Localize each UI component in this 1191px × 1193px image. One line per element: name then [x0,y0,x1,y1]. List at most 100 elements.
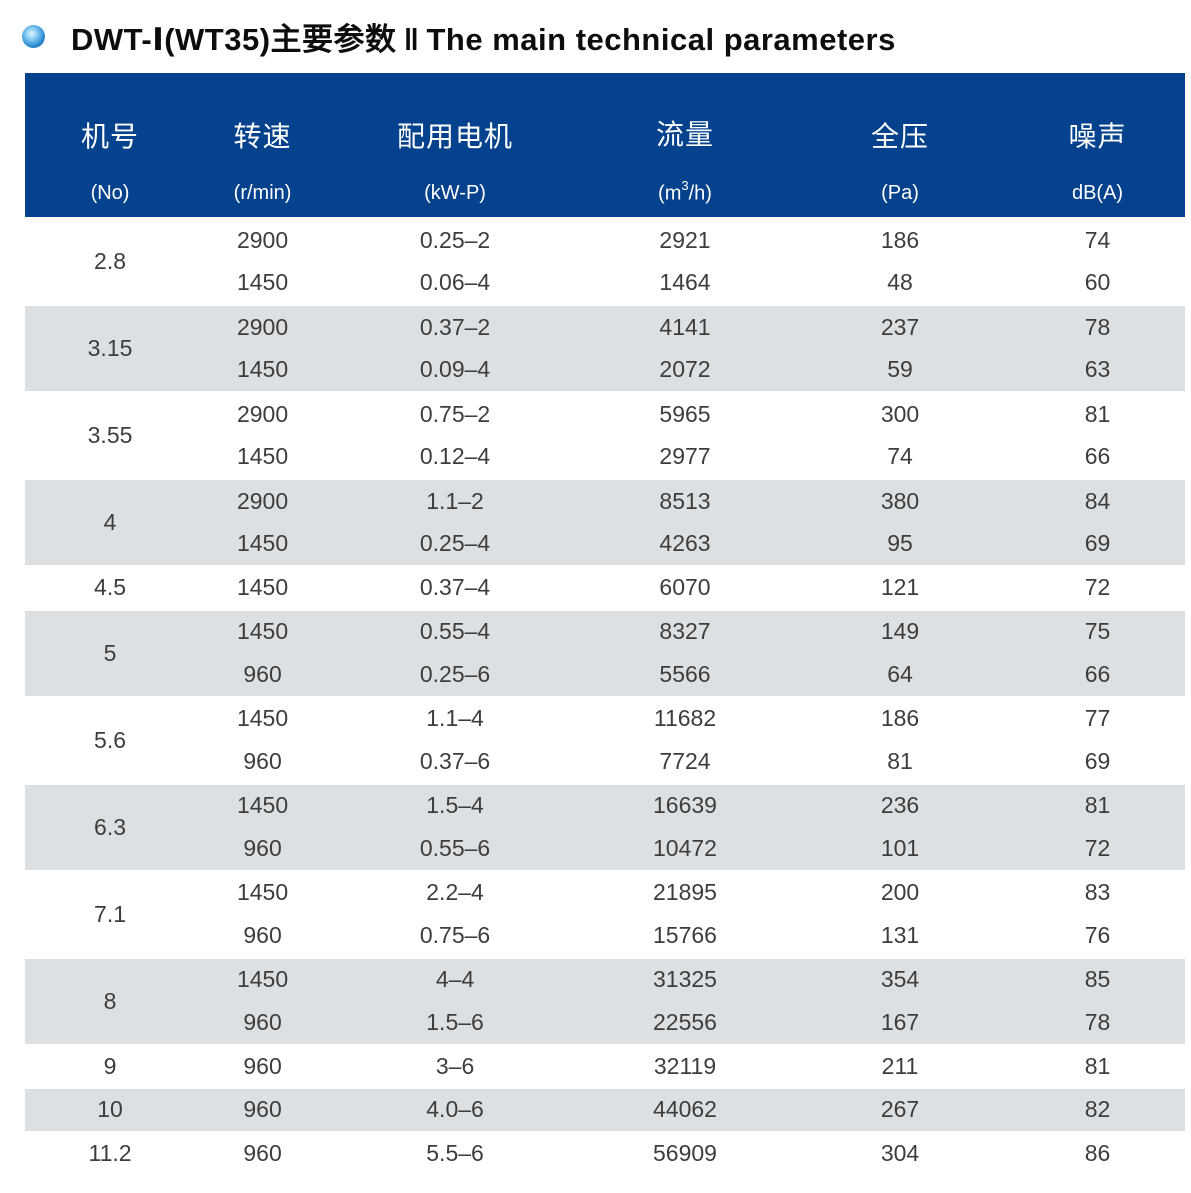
row-group-4-5: 4.5 1450 0.37–4 6070 121 72 [25,565,1185,610]
cell-speed: 1450 [195,956,331,1001]
cell-motor: 0.37–4 [330,565,581,610]
cell-noise: 84 [1010,478,1185,523]
column-header-flow: 流量 (m3/h) [580,73,790,218]
column-header-noise: 噪声 dB(A) [1010,73,1185,218]
cell-motor: 1.1–2 [330,478,581,523]
cell-flow: 1464 [659,269,711,296]
cell-motor: 1.1–4 [330,695,581,740]
cell-flow: 21895 [580,869,790,914]
machine-no: 11.2 [25,1130,196,1175]
column-header-no: 机号 (No) [25,73,196,218]
cell-speed: 1450 [236,443,289,470]
cell-pressure: 48 [887,269,913,296]
machine-no: 9 [25,1043,196,1088]
cell-flow: 7724 [659,747,711,774]
cell-pressure: 64 [789,653,1011,697]
cell-motor: 0.25–6 [330,653,581,697]
cell-pressure: 167 [789,1001,1011,1045]
table-row: 3.55 2900 0.75–2 5965 300 81 [25,391,1185,479]
cell-noise: 63 [1010,348,1185,392]
cell-speed: 2900 [195,217,331,262]
cell-noise: 69 [1084,747,1111,774]
cell-speed: 960 [195,1001,331,1045]
cell-motor: 1.5–6 [330,1001,581,1045]
cell-flow: 16639 [580,782,790,827]
cell-pressure: 81 [887,747,913,774]
cell-pressure: 236 [789,782,1011,827]
cell-speed: 960 [243,921,282,948]
cell-flow: 44062 [580,1087,790,1132]
table-row: 6.3 1450 1.5–4 16639 236 81 [25,782,1185,871]
table-row: 4 2900 1.1–2 8513 380 84 [25,478,1185,566]
page-title: DWT-Ⅰ(WT35)主要参数 ‖ The main technical param… [22,12,896,60]
table-row: 1450 0.12–4 2977 74 66 [25,436,1185,480]
cell-speed: 960 [195,653,331,697]
table-row: 10 960 4.0–6 44062 267 82 [25,1087,1185,1132]
cell-speed: 2900 [195,391,331,436]
cell-flow: 32119 [580,1043,790,1088]
cell-pressure: 149 [789,608,1011,653]
table-row: 7.1 1450 2.2–4 21895 200 83 [25,869,1185,958]
cell-speed: 960 [195,1043,331,1088]
row-group-5: 5 1450 0.55–4 8327 149 75 960 0.25–6 556… [25,608,1185,697]
cell-noise: 86 [1010,1130,1185,1175]
cell-noise: 81 [1010,391,1185,436]
cell-pressure: 95 [789,522,1011,566]
table-row: 2.8 2900 0.25–2 2921 186 74 [25,217,1185,305]
table-header: 机号 (No) 转速 (r/min) 配用电机 (kW-P) 流量 (m3/h)… [25,73,1185,218]
table-row: 960 1.5–6 22556 167 78 [25,1001,1185,1045]
machine-no: 10 [25,1087,196,1132]
cell-noise: 78 [1010,304,1185,349]
cell-noise: 74 [1010,217,1185,262]
cell-motor: 0.12–4 [419,443,491,470]
cell-speed: 1450 [195,782,331,827]
row-group-3-55: 3.55 2900 0.75–2 5965 300 81 1450 0.12–4… [25,391,1185,480]
table-row: 4.5 1450 0.37–4 6070 121 72 [25,565,1185,610]
machine-no: 3.15 [25,304,196,392]
cell-flow: 5566 [580,653,790,697]
cell-speed: 960 [195,1130,331,1175]
cell-pressure: 304 [789,1130,1011,1175]
row-group-5-6: 5.6 1450 1.1–4 11682 186 77 960 0.37–6 7… [25,695,1185,784]
cell-noise: 85 [1010,956,1185,1001]
cell-speed: 1450 [195,348,331,392]
cell-noise: 69 [1010,522,1185,566]
cell-motor: 0.25–2 [330,217,581,262]
table-row: 11.2 960 5.5–6 56909 304 86 [25,1130,1185,1175]
cell-speed: 1450 [236,269,289,296]
row-group-3-15: 3.15 2900 0.37–2 4141 237 78 1450 0.09–4… [25,304,1185,392]
title-english: The main technical parameters [426,21,896,57]
cell-motor: 0.75–2 [330,391,581,436]
table-row: 1450 0.25–4 4263 95 69 [25,522,1185,566]
cell-motor: 0.37–2 [330,304,581,349]
row-group-2-8: 2.8 2900 0.25–2 2921 186 74 1450 0.06–4 … [25,217,1185,306]
cell-flow: 8513 [580,478,790,523]
cell-speed: 1450 [195,565,331,610]
cell-noise: 81 [1010,782,1185,827]
cell-flow: 2921 [580,217,790,262]
cell-motor: 0.09–4 [330,348,581,392]
cell-noise: 78 [1010,1001,1185,1045]
cell-flow: 31325 [580,956,790,1001]
cell-motor: 0.25–4 [330,522,581,566]
cell-pressure: 237 [789,304,1011,349]
cell-motor: 2.2–4 [330,869,581,914]
table-row: 1450 0.06–4 1464 48 60 [25,262,1185,306]
cell-pressure: 131 [880,921,920,948]
row-group-10: 10 960 4.0–6 44062 267 82 [25,1087,1185,1132]
cell-motor: 0.55–4 [330,608,581,653]
machine-no: 5 [25,608,196,697]
cell-motor: 0.06–4 [419,269,491,296]
cell-pressure: 121 [789,565,1011,610]
cell-flow: 2072 [580,348,790,392]
cell-motor: 4.0–6 [330,1087,581,1132]
cell-flow: 11682 [580,695,790,740]
cell-motor: 4–4 [330,956,581,1001]
column-header-motor: 配用电机 (kW-P) [330,73,581,218]
table-row: 1450 0.09–4 2072 59 63 [25,348,1185,392]
cell-motor: 0.37–6 [419,747,491,774]
table-row: 5.6 1450 1.1–4 11682 186 77 [25,695,1185,784]
row-group-8: 8 1450 4–4 31325 354 85 960 1.5–6 22556 … [25,956,1185,1045]
cell-speed: 1450 [195,608,331,653]
